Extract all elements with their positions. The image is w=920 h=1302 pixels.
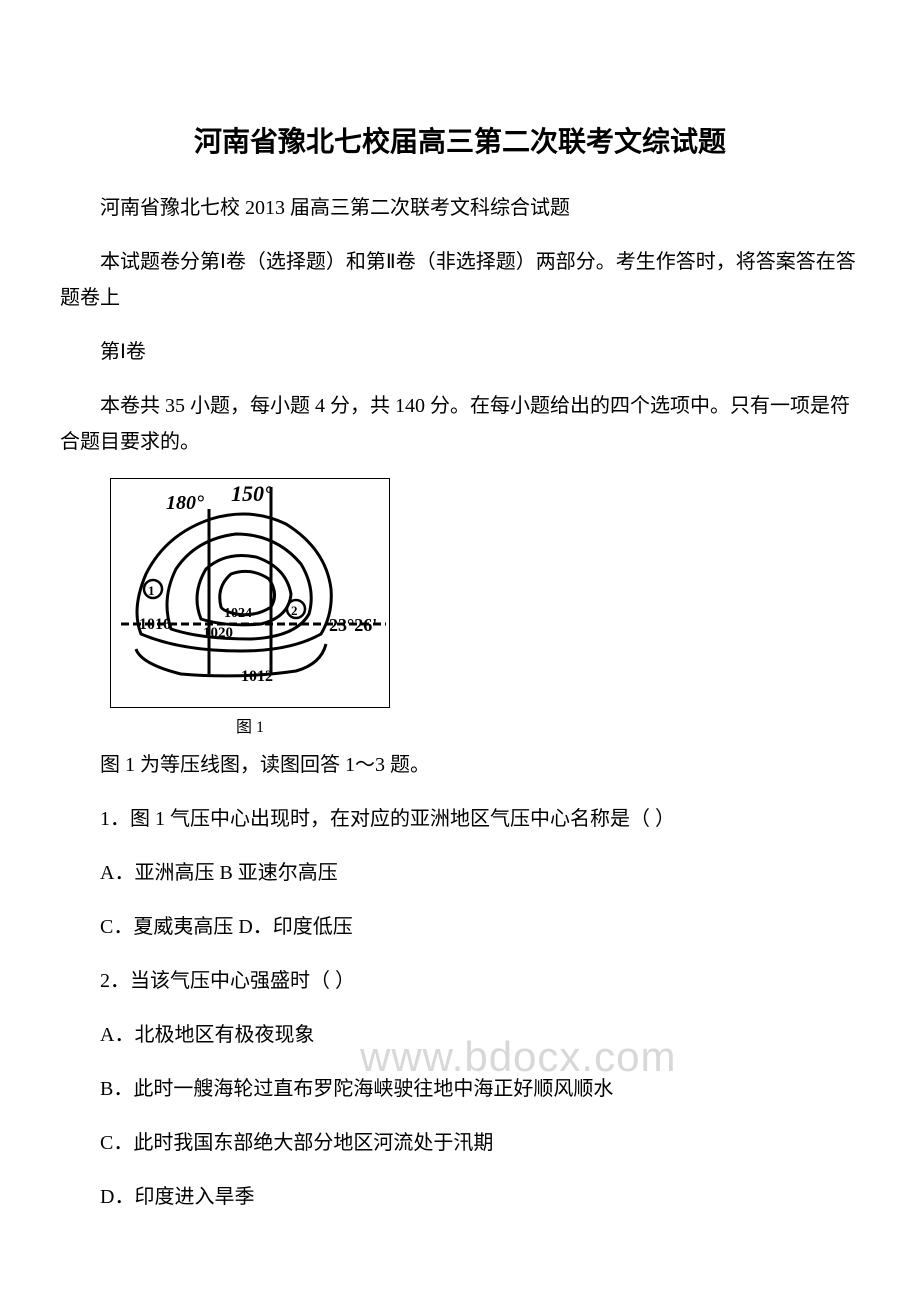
q2-option-d: D．印度进入旱季: [60, 1179, 860, 1215]
isobar-diagram: 180° 150° 23°26' 1016 1020 1024 1012 1 2: [111, 479, 390, 708]
instruction-text: 本试题卷分第Ⅰ卷（选择题）和第Ⅱ卷（非选择题）两部分。考生作答时，将答案答在答题…: [60, 244, 860, 316]
label-1020: 1020: [203, 625, 233, 641]
q2-text: 2．当该气压中心强盛时（ ）: [60, 963, 860, 999]
label-lat: 23°26': [329, 615, 377, 635]
q1-text: 1．图 1 气压中心出现时，在对应的亚洲地区气压中心名称是（ ）: [60, 801, 860, 837]
figure-1-caption: 图 1: [110, 713, 390, 737]
document-subtitle: 河南省豫北七校 2013 届高三第二次联考文科综合试题: [60, 190, 860, 226]
isobar-1012: [136, 644, 326, 676]
part-instruction: 本卷共 35 小题，每小题 4 分，共 140 分。在每小题给出的四个选项中。只…: [60, 388, 860, 460]
label-1016: 1016: [139, 616, 171, 633]
q2-option-c: C．此时我国东部绝大部分地区河流处于汛期: [60, 1125, 860, 1161]
watermark-text: www.bdocx.com: [360, 1033, 676, 1081]
q1-option-ab: A．亚洲高压 B 亚速尔高压: [60, 855, 860, 891]
label-180: 180°: [166, 492, 204, 514]
figure-1: 180° 150° 23°26' 1016 1020 1024 1012 1 2: [110, 478, 390, 708]
document-title: 河南省豫北七校届高三第二次联考文综试题: [60, 120, 860, 160]
q1-option-cd: C．夏威夷高压 D．印度低压: [60, 909, 860, 945]
part-label: 第Ⅰ卷: [60, 334, 860, 370]
figure-1-container: 180° 150° 23°26' 1016 1020 1024 1012 1 2: [110, 478, 860, 737]
label-1012: 1012: [241, 668, 273, 685]
label-marker-1: 1: [148, 583, 155, 598]
label-1024: 1024: [224, 606, 252, 621]
label-150: 150°: [231, 481, 273, 506]
q1-context: 图 1 为等压线图，读图回答 1～3 题。: [60, 747, 860, 783]
label-marker-2: 2: [291, 603, 298, 618]
